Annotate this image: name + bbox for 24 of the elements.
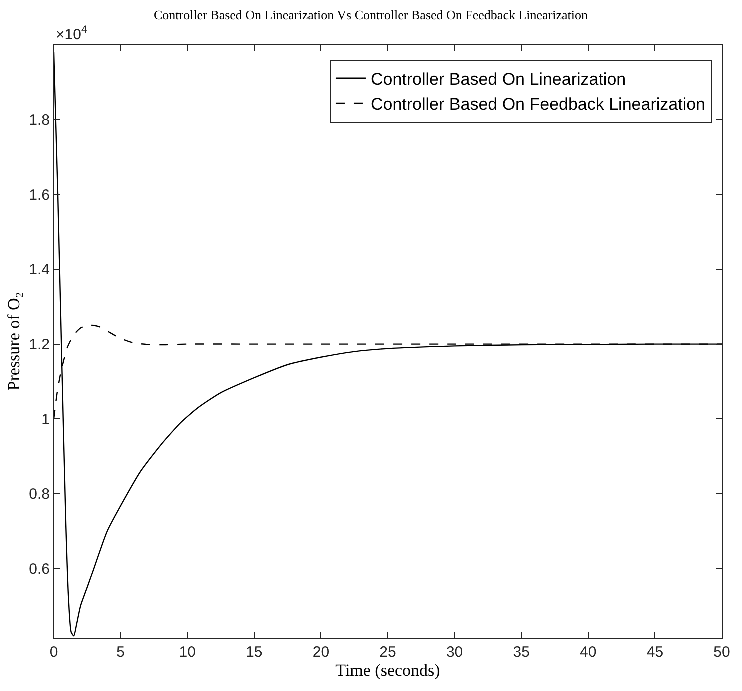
x-axis-title: Time (seconds) — [336, 661, 440, 680]
y-tick-label: 0.6 — [29, 561, 50, 578]
y-axis-title: Pressure of O₂ — [4, 292, 24, 391]
legend-label: Controller Based On Feedback Linearization — [370, 95, 706, 114]
x-tick-label: 40 — [580, 644, 597, 661]
x-tick-label: 45 — [646, 644, 664, 661]
text: ×10$^{4}$ — [56, 24, 88, 44]
y-tick-label: 0.8 — [29, 486, 50, 504]
y-tick-label: 1.4 — [29, 262, 50, 279]
legend-label: Controller Based On Linearization — [370, 70, 626, 90]
y-tick-label: 1.2 — [29, 336, 50, 354]
x-tick-label: 15 — [246, 644, 263, 661]
x-tick-label: 35 — [513, 644, 530, 661]
y-tick-label: 1 — [42, 411, 50, 428]
chart-title: Controller Based On Linearization Vs Controller Based On Feedback Linearization — [154, 7, 589, 22]
y-tick-label: 1.8 — [29, 112, 50, 130]
x-tick-label: 20 — [312, 644, 330, 661]
x-tick-label: 30 — [446, 644, 464, 661]
y-tick-label: 1.6 — [29, 186, 50, 204]
x-tick-label: 5 — [116, 644, 125, 661]
x-tick-label: 0 — [50, 644, 58, 661]
x-tick-label: 25 — [380, 644, 396, 661]
x-tick-label: 10 — [179, 644, 196, 661]
x-tick-label: 50 — [714, 644, 730, 661]
